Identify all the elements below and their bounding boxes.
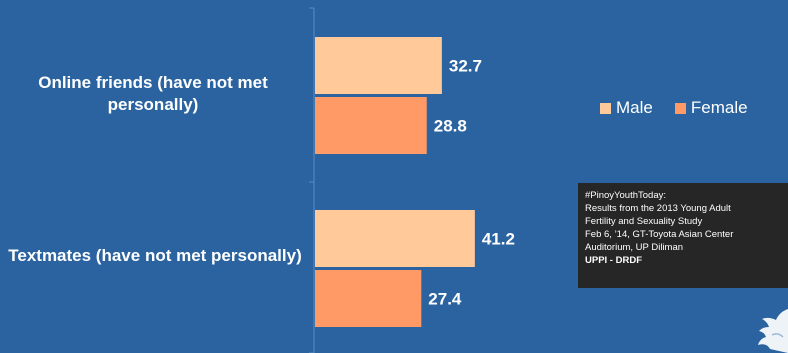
legend-label-male: Male: [616, 98, 653, 117]
bar-female-1: [315, 270, 422, 327]
bar-male-0: [315, 37, 442, 94]
legend-item-female: Female: [674, 98, 748, 118]
chart-axis: [309, 7, 315, 353]
data-label-male-0: 32.7: [449, 57, 482, 76]
caption-study-line2: Fertility and Sexuality Study: [585, 216, 703, 227]
data-label-female-1: 27.4: [428, 290, 462, 309]
chart-legend: Male Female: [600, 98, 770, 118]
chart-bars: [315, 37, 475, 327]
chart-data-labels: 32.7 28.8 41.2 27.4: [428, 57, 515, 309]
caption-hashtag: #PinoyYouthToday:: [585, 190, 666, 201]
caption-study-line1: Results from the 2013 Young Adult: [585, 203, 731, 214]
legend-item-male: Male: [600, 98, 653, 118]
caption-organization: UPPI - DRDF: [585, 255, 642, 266]
data-label-male-1: 41.2: [482, 230, 515, 249]
legend-swatch-female: [674, 102, 686, 114]
legend-swatch-male: [600, 102, 611, 114]
caption-box: #PinoyYouthToday: Results from the 2013 …: [578, 183, 788, 288]
bar-female-0: [315, 97, 427, 154]
caption-event-line1: Feb 6, ’14, GT-Toyota Asian Center: [585, 229, 734, 240]
caption-event-line2: Auditorium, UP Diliman: [585, 242, 684, 253]
bar-male-1: [315, 210, 475, 267]
legend-label-female: Female: [690, 98, 748, 117]
category-label-textmates: Textmates (have not met personally): [8, 246, 302, 265]
data-label-female-0: 28.8: [434, 117, 467, 136]
twitter-bird-icon: [758, 309, 788, 353]
category-label-online-friends: Online friends (have not met personally): [38, 73, 268, 114]
